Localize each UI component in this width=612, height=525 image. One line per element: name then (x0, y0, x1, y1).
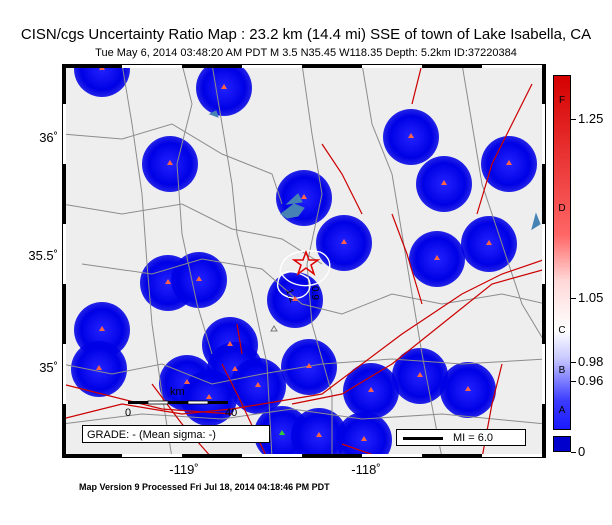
scale-bar (128, 400, 228, 405)
colorbar-tick (571, 381, 576, 382)
colorbar-value-0-98: 0.98 (578, 354, 604, 369)
contour-label-b: 0.9 (309, 286, 320, 300)
map-canvas: 1.2 0.9 (62, 64, 546, 458)
epicenter-star-icon (291, 249, 321, 277)
scale-bar-start: 0 (125, 407, 132, 419)
footer-processed-note: Map Version 9 Processed Fri Jul 18, 2014… (79, 482, 330, 492)
colorbar-letter-c: C (558, 325, 566, 336)
station-marker-green (279, 430, 285, 435)
contours (276, 250, 331, 299)
scale-bar-unit: km (170, 386, 185, 398)
lat-label-35: 35˚ (39, 360, 58, 375)
colorbar-tick (571, 119, 576, 120)
colorbar (553, 75, 571, 430)
mi-legend-bar (403, 437, 443, 440)
colorbar-letter-b: B (558, 365, 566, 376)
colorbar-tick (571, 452, 576, 453)
colorbar-letter-a: A (558, 405, 566, 416)
scale-bar-end: 40 (225, 407, 238, 419)
water-bodies (208, 110, 541, 231)
colorbar-tick (571, 362, 576, 363)
map-border (62, 64, 546, 458)
colorbar-value-0: 0 (578, 444, 586, 459)
colorbar-tick (571, 298, 576, 299)
map-title: CISN/cgs Uncertainty Ratio Map : 23.2 km… (20, 26, 592, 43)
colorbar-value-1-05: 1.05 (578, 290, 604, 305)
colorbar-value-0-96: 0.96 (578, 373, 604, 388)
frame-tick-gaps (62, 64, 546, 458)
map-area[interactable]: 1.2 0.9 (62, 64, 546, 458)
lat-label-35-5: 35.5˚ (28, 248, 58, 263)
station-coverage-disks (71, 64, 537, 458)
mi-legend-box: MI = 6.0 (396, 429, 526, 446)
colorbar-value-1-25: 1.25 (578, 111, 604, 126)
lon-label-118: -118˚ (351, 462, 381, 477)
lon-label-119: -119˚ (169, 462, 199, 477)
grade-box: GRADE: - (Mean sigma: -) (82, 425, 270, 443)
mi-legend-label: MI = 6.0 (453, 432, 494, 444)
lat-label-36: 36˚ (39, 130, 58, 145)
colorbar-letter-d: D (558, 203, 566, 214)
station-marker-outline (270, 325, 278, 332)
colorbar-letter-f: F (558, 95, 566, 106)
roads (62, 64, 546, 458)
map-subtitle: Tue May 6, 2014 03:48:20 AM PDT M 3.5 N3… (95, 47, 517, 59)
colorbar-bottom-swatch (553, 436, 571, 452)
